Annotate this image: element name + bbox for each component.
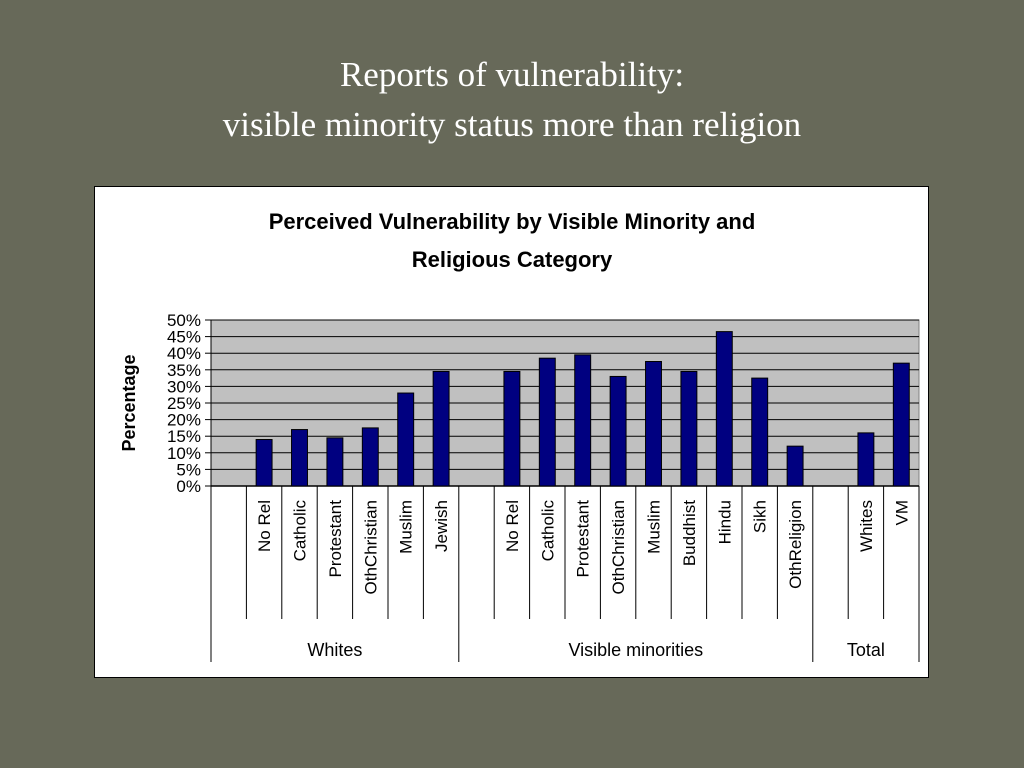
x-category-label: Buddhist: [680, 500, 699, 566]
x-category-label: OthReligion: [786, 500, 805, 589]
x-group-label: Whites: [307, 640, 362, 660]
slide-title-line-1: Reports of vulnerability:: [339, 55, 685, 94]
bar: [892, 362, 910, 487]
y-tick-label: 20%: [167, 411, 201, 430]
bar: [397, 392, 415, 487]
y-tick-label: 15%: [167, 427, 201, 446]
slide-title-line-2: visible minority status more than religi…: [222, 105, 802, 144]
x-category-label: Muslim: [645, 500, 664, 554]
bar: [680, 370, 698, 487]
x-category-label: Catholic: [291, 500, 310, 562]
bar: [715, 331, 733, 487]
x-category-label: No Rel: [503, 500, 522, 552]
x-category-label: Whites: [857, 500, 876, 552]
bar: [361, 427, 379, 487]
x-category-label: Muslim: [397, 500, 416, 554]
bar: [786, 445, 804, 487]
x-category-label: OthChristian: [361, 500, 380, 594]
x-category-label: OthChristian: [609, 500, 628, 594]
bar: [255, 439, 273, 487]
x-category-label: Sikh: [751, 500, 770, 533]
chart-title-line-1: Perceived Vulnerability by Visible Minor…: [269, 209, 756, 234]
y-tick-label: 30%: [167, 377, 201, 396]
bar: [609, 375, 627, 487]
bar: [574, 354, 592, 487]
x-group-label: Total: [847, 640, 885, 660]
bar: [291, 429, 308, 487]
y-tick-label: 5%: [176, 460, 201, 479]
y-tick-label: 40%: [167, 344, 201, 363]
slide-title: Reports of vulnerability: visible minori…: [0, 50, 1024, 150]
x-category-label: Catholic: [538, 500, 557, 562]
bar: [751, 377, 769, 487]
y-axis-label: Percentage: [119, 354, 139, 451]
bar: [503, 370, 521, 487]
y-tick-label: 50%: [167, 311, 201, 330]
bar: [326, 437, 344, 487]
bar-chart: Perceived Vulnerability by Visible Minor…: [119, 209, 920, 662]
y-tick-label: 10%: [167, 444, 201, 463]
bar: [538, 357, 556, 487]
x-category-label: Protestant: [326, 500, 345, 578]
bar: [645, 361, 662, 487]
bar: [857, 432, 875, 487]
x-category-label: Hindu: [715, 500, 734, 544]
bar: [432, 370, 450, 487]
x-category-label: Protestant: [574, 500, 593, 578]
x-category-label: Jewish: [432, 500, 451, 552]
x-category-label: VM: [892, 500, 911, 526]
y-tick-label: 0%: [176, 477, 201, 496]
y-tick-label: 35%: [167, 361, 201, 380]
x-group-label: Visible minorities: [568, 640, 703, 660]
y-tick-label: 25%: [167, 394, 201, 413]
x-category-label: No Rel: [255, 500, 274, 552]
y-tick-label: 45%: [167, 328, 201, 347]
chart-frame: Perceived Vulnerability by Visible Minor…: [94, 186, 929, 678]
chart-title-line-2: Religious Category: [412, 247, 613, 272]
